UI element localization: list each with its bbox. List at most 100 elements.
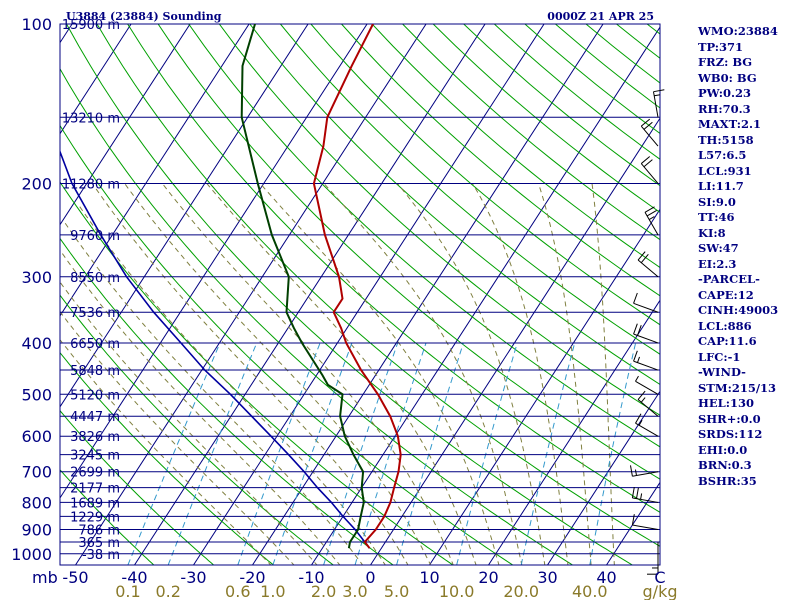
mixing-ratio-line (396, 342, 464, 565)
wind-barb (652, 541, 659, 569)
wind-barb-flag (635, 487, 639, 499)
temperature-tick-label: C (654, 568, 665, 587)
index-item: WMO:23884 (698, 24, 778, 38)
height-label: 8550 m (70, 271, 120, 286)
mixing-ratio-tick-label: 20.0 (503, 582, 539, 600)
moist-adiabat-line (591, 183, 615, 565)
wind-barb-flag (637, 251, 646, 261)
height-label: -38 m (82, 548, 120, 563)
dry-adiabat-line (60, 469, 155, 565)
temperature-tick-label: 0 (365, 568, 375, 587)
mixing-ratio-line (520, 342, 576, 565)
wind-barb-flag (646, 209, 657, 217)
pressure-unit-label: mb (32, 568, 58, 587)
height-label: 1689 m (70, 496, 120, 511)
index-item: SRDS:112 (698, 427, 763, 441)
isotherm-line (0, 24, 13, 565)
wind-barb-flag (640, 493, 643, 500)
wind-barb-flag (640, 118, 651, 127)
wind-barb (640, 156, 659, 184)
height-label: 11280 m (62, 177, 120, 192)
height-label: 6650 m (70, 337, 120, 352)
mixing-ratio-line (127, 342, 221, 565)
mixing-ratio-tick-label: 3.0 (342, 582, 367, 600)
index-item: WB0: BG (698, 70, 757, 85)
index-item: MAXT:2.1 (698, 117, 761, 131)
dry-adiabat-line (127, 24, 660, 513)
wind-barb-flag (629, 465, 633, 477)
height-label: 15900 m (62, 18, 120, 33)
dry-adiabat-line (60, 67, 573, 565)
mixing-ratio-line (237, 342, 321, 565)
wind-barb (629, 465, 659, 477)
mixing-ratio-tick-label: 0.2 (155, 582, 180, 600)
wind-barb-flag (643, 159, 653, 168)
moist-adiabat-line (60, 310, 295, 565)
wind-barb-staff (632, 471, 659, 477)
wind-barb-staff (633, 302, 659, 313)
isotherm-line (193, 24, 545, 565)
wind-barb-flag (640, 156, 651, 164)
mixing-ratio-tick-label: 10.0 (439, 582, 475, 600)
plot-frame (59, 23, 661, 566)
mixing-ratio-line (272, 342, 353, 565)
index-item: FRZ: BG (698, 55, 753, 69)
index-item: RH:70.3 (698, 101, 751, 116)
index-item: BSHR:35 (698, 473, 757, 488)
chart-datetime: 0000Z 21 APR 25 (547, 10, 654, 23)
pressure-tick-label: 700 (21, 463, 52, 482)
temperature-tick-label: -20 (239, 568, 265, 587)
wind-barb (635, 375, 659, 395)
wind-barb (631, 514, 659, 531)
pressure-tick-label: 800 (21, 493, 52, 512)
moist-adiabat-line (60, 338, 272, 565)
index-item: CAP:11.6 (698, 334, 757, 348)
index-item: STM:215/13 (698, 380, 777, 395)
isotherm-line (488, 299, 660, 565)
index-item: TT:46 (698, 210, 735, 224)
chart-title: U3884 (23884) Sounding (66, 10, 222, 23)
temperature-tick-label: -50 (62, 568, 88, 587)
pressure-tick-label: 600 (21, 427, 52, 446)
isotherm-line (60, 24, 73, 44)
mixing-ratio-tick-label: 2.0 (311, 582, 336, 600)
index-item: TH:5158 (698, 132, 754, 147)
moist-adiabat-line (78, 205, 386, 565)
isotherm-line (60, 24, 368, 499)
height-label: 1229 m (70, 510, 120, 525)
height-label: 365 m (78, 536, 120, 551)
moist-adiabat-line (162, 183, 454, 565)
wind-barb-staff (637, 259, 659, 278)
index-item: LI:11.7 (698, 179, 744, 193)
wind-barb-flag (635, 413, 642, 424)
wind-barbs (629, 89, 665, 575)
moist-adiabat-line (397, 183, 546, 565)
wind-barb (633, 292, 659, 313)
moist-adiabat-line (259, 183, 500, 565)
indices-panel: WMO:23884 TP:371 FRZ: BG WB0: BG PW:0.23 RH:7… (698, 24, 798, 489)
height-label: 5120 m (70, 388, 120, 403)
temperature-tick-label: -30 (180, 568, 206, 587)
dry-adiabat-line (371, 24, 660, 269)
isotherm-line (370, 117, 660, 565)
height-label: 7536 m (70, 306, 120, 321)
index-item: -PARCEL- (698, 272, 760, 286)
mixing-ratio-line (589, 342, 637, 565)
wind-barb-flag (640, 397, 646, 403)
wind-barb-staff (640, 125, 659, 147)
mixing-ratio-tick-label: 0.1 (115, 582, 140, 600)
moist-adiabat-line (124, 183, 432, 565)
wind-barb-flag (644, 206, 655, 213)
index-item: PW:0.23 (698, 86, 752, 100)
wind-barb-flag (637, 324, 642, 336)
dry-adiabat-line (310, 24, 660, 326)
moist-adiabat-line (206, 183, 477, 565)
profiles (60, 24, 402, 549)
mixing-ratio-line (456, 342, 518, 565)
index-item: TP:371 (698, 39, 744, 54)
wind-barb-flag (637, 356, 640, 363)
mixing-ratio-unit-label: g/kg (643, 582, 678, 600)
isotherm-line (134, 24, 486, 565)
mixing-ratio-tick-label: 40.0 (572, 582, 608, 600)
